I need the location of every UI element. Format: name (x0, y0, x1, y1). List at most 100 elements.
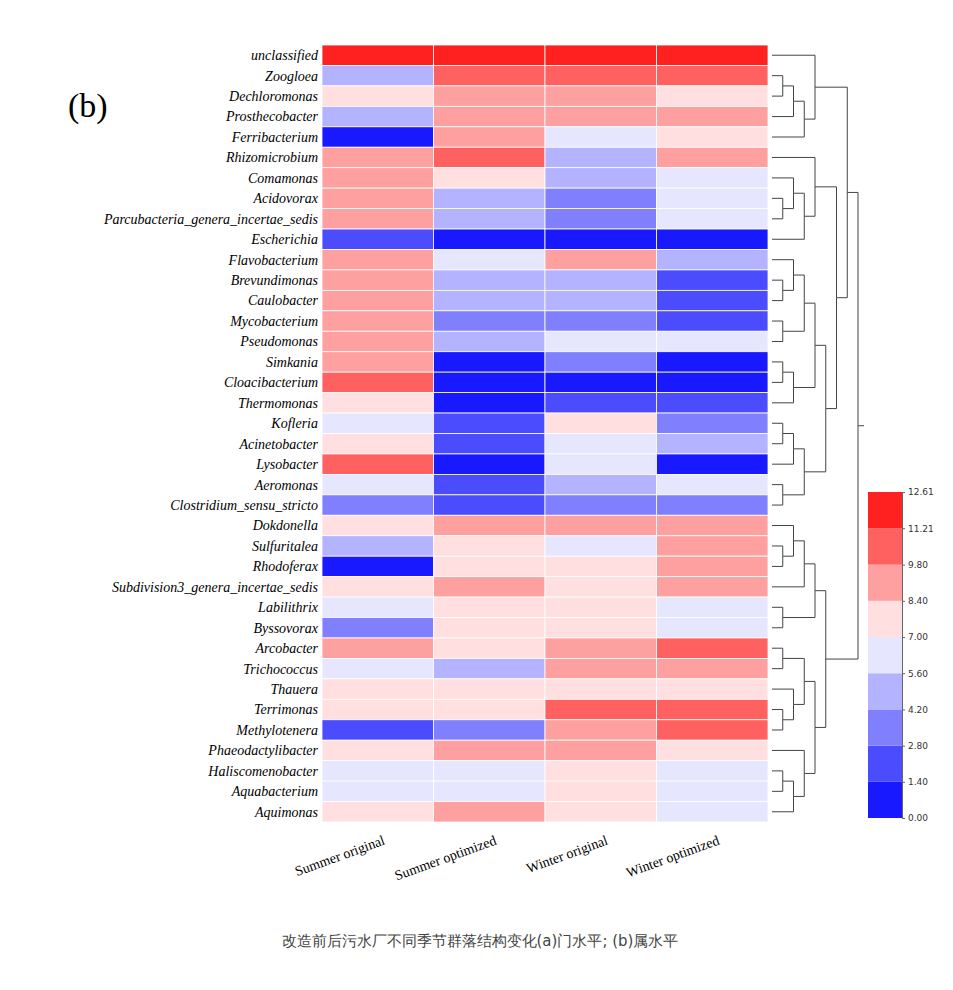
heatmap-cell (657, 699, 769, 719)
heatmap-cell (545, 188, 657, 208)
heatmap-cell (434, 781, 546, 801)
colorbar-bin (868, 528, 902, 564)
colorbar-tick: 12.61 (902, 487, 934, 497)
dendrogram-branch (815, 659, 826, 727)
heatmap-cell (434, 434, 546, 454)
heatmap-cell (434, 290, 546, 310)
heatmap-cell (322, 352, 434, 372)
heatmap-cell (657, 209, 769, 229)
heatmap-cell (545, 168, 657, 188)
heatmap-cell (657, 740, 769, 760)
heatmap-cell (322, 127, 434, 147)
heatmap-cell (657, 229, 769, 249)
heatmap-cell (434, 372, 546, 392)
colorbar-tick-label: 7.00 (908, 632, 928, 642)
heatmap-cell (545, 577, 657, 597)
colorbar (868, 492, 902, 818)
dendrogram-branch (783, 303, 805, 331)
row-label: Arcobacter (255, 641, 319, 656)
dendrogram-branch (804, 564, 815, 591)
heatmap-cell (545, 331, 657, 351)
dendrogram-branch (772, 280, 783, 290)
dendrogram-branch (772, 423, 783, 433)
heatmap-cell (657, 188, 769, 208)
heatmap-cell (545, 45, 657, 65)
heatmap-cell (434, 45, 546, 65)
colorbar-tick-mark (902, 709, 905, 710)
heatmap-cell (434, 127, 546, 147)
dendrogram-branch (772, 495, 783, 505)
heatmap-cell (545, 229, 657, 249)
heatmap-cell (322, 761, 434, 781)
row-label: Thauera (271, 682, 318, 697)
colorbar-tick-label: 1.40 (908, 777, 928, 787)
colorbar-tick: 0.00 (902, 813, 928, 823)
heatmap-cell (434, 515, 546, 535)
colorbar-tick: 1.40 (902, 777, 928, 787)
dendrogram-branch (783, 372, 794, 387)
heatmap-cell (322, 65, 434, 85)
dendrogram-branch (794, 101, 805, 119)
dendrogram-branch (794, 345, 816, 387)
heatmap-cell (322, 290, 434, 310)
dendrogram-branch (837, 192, 848, 297)
heatmap-cell (545, 597, 657, 617)
heatmap-cell (434, 679, 546, 699)
heatmap-cell (322, 249, 434, 269)
colorbar-tick: 9.80 (902, 560, 928, 570)
column-label: Summer original (293, 833, 387, 879)
heatmap-cell (657, 556, 769, 576)
dendrogram-branch (772, 449, 794, 464)
heatmap-cell (322, 618, 434, 638)
heatmap-cell (434, 413, 546, 433)
dendrogram-branch (772, 771, 783, 781)
heatmap-cell (545, 658, 657, 678)
dendrogram-branch (772, 260, 794, 275)
heatmap-cell (657, 474, 769, 494)
dendrogram-branch (772, 648, 783, 658)
heatmap-cell (657, 495, 769, 515)
dendrogram-branch (783, 591, 815, 618)
dendrogram-branch (772, 618, 783, 628)
row-label: Parcubacteria_genera_incertae_sedis (103, 212, 319, 227)
heatmap-cell (657, 638, 769, 658)
colorbar-tick-mark (902, 601, 905, 602)
heatmap-cell (545, 352, 657, 372)
dendrogram-branch (783, 658, 805, 681)
row-label: Dokdonella (252, 518, 318, 533)
heatmap-cell (322, 577, 434, 597)
heatmap-cell (434, 168, 546, 188)
dendrogram-branch (794, 541, 805, 564)
heatmap-cell (322, 740, 434, 760)
row-label: Phaeodactylibacter (207, 743, 318, 758)
dendrogram-branch (858, 425, 864, 426)
row-label: Rhizomicrobium (225, 150, 318, 165)
colorbar-tick-mark (902, 782, 905, 783)
row-label: Pseudomonas (239, 334, 318, 349)
heatmap-cell (434, 331, 546, 351)
heatmap-cell (322, 658, 434, 678)
row-label: Simkania (266, 355, 318, 370)
dendrogram-branch (772, 720, 783, 730)
dendrogram-branch (772, 781, 783, 791)
heatmap-cell (545, 802, 657, 822)
colorbar-tick: 2.80 (902, 741, 928, 751)
heatmap-cell (657, 168, 769, 188)
heatmap-cell (322, 106, 434, 126)
heatmap-cell (545, 536, 657, 556)
heatmap-cell (657, 720, 769, 740)
colorbar-tick-mark (902, 565, 905, 566)
heatmap-cell (657, 311, 769, 331)
row-label: Zoogloea (265, 69, 318, 84)
dendrogram-branch (804, 727, 815, 773)
heatmap-cell (657, 147, 769, 167)
heatmap-cell (322, 638, 434, 658)
heatmap-cell (545, 699, 657, 719)
heatmap-cell (657, 618, 769, 638)
row-label: Flavobacterium (228, 253, 318, 268)
heatmap-cell (545, 270, 657, 290)
heatmap-cell (657, 597, 769, 617)
heatmap-cell (545, 618, 657, 638)
heatmap-cell (322, 495, 434, 515)
colorbar-tick: 4.20 (902, 705, 928, 715)
